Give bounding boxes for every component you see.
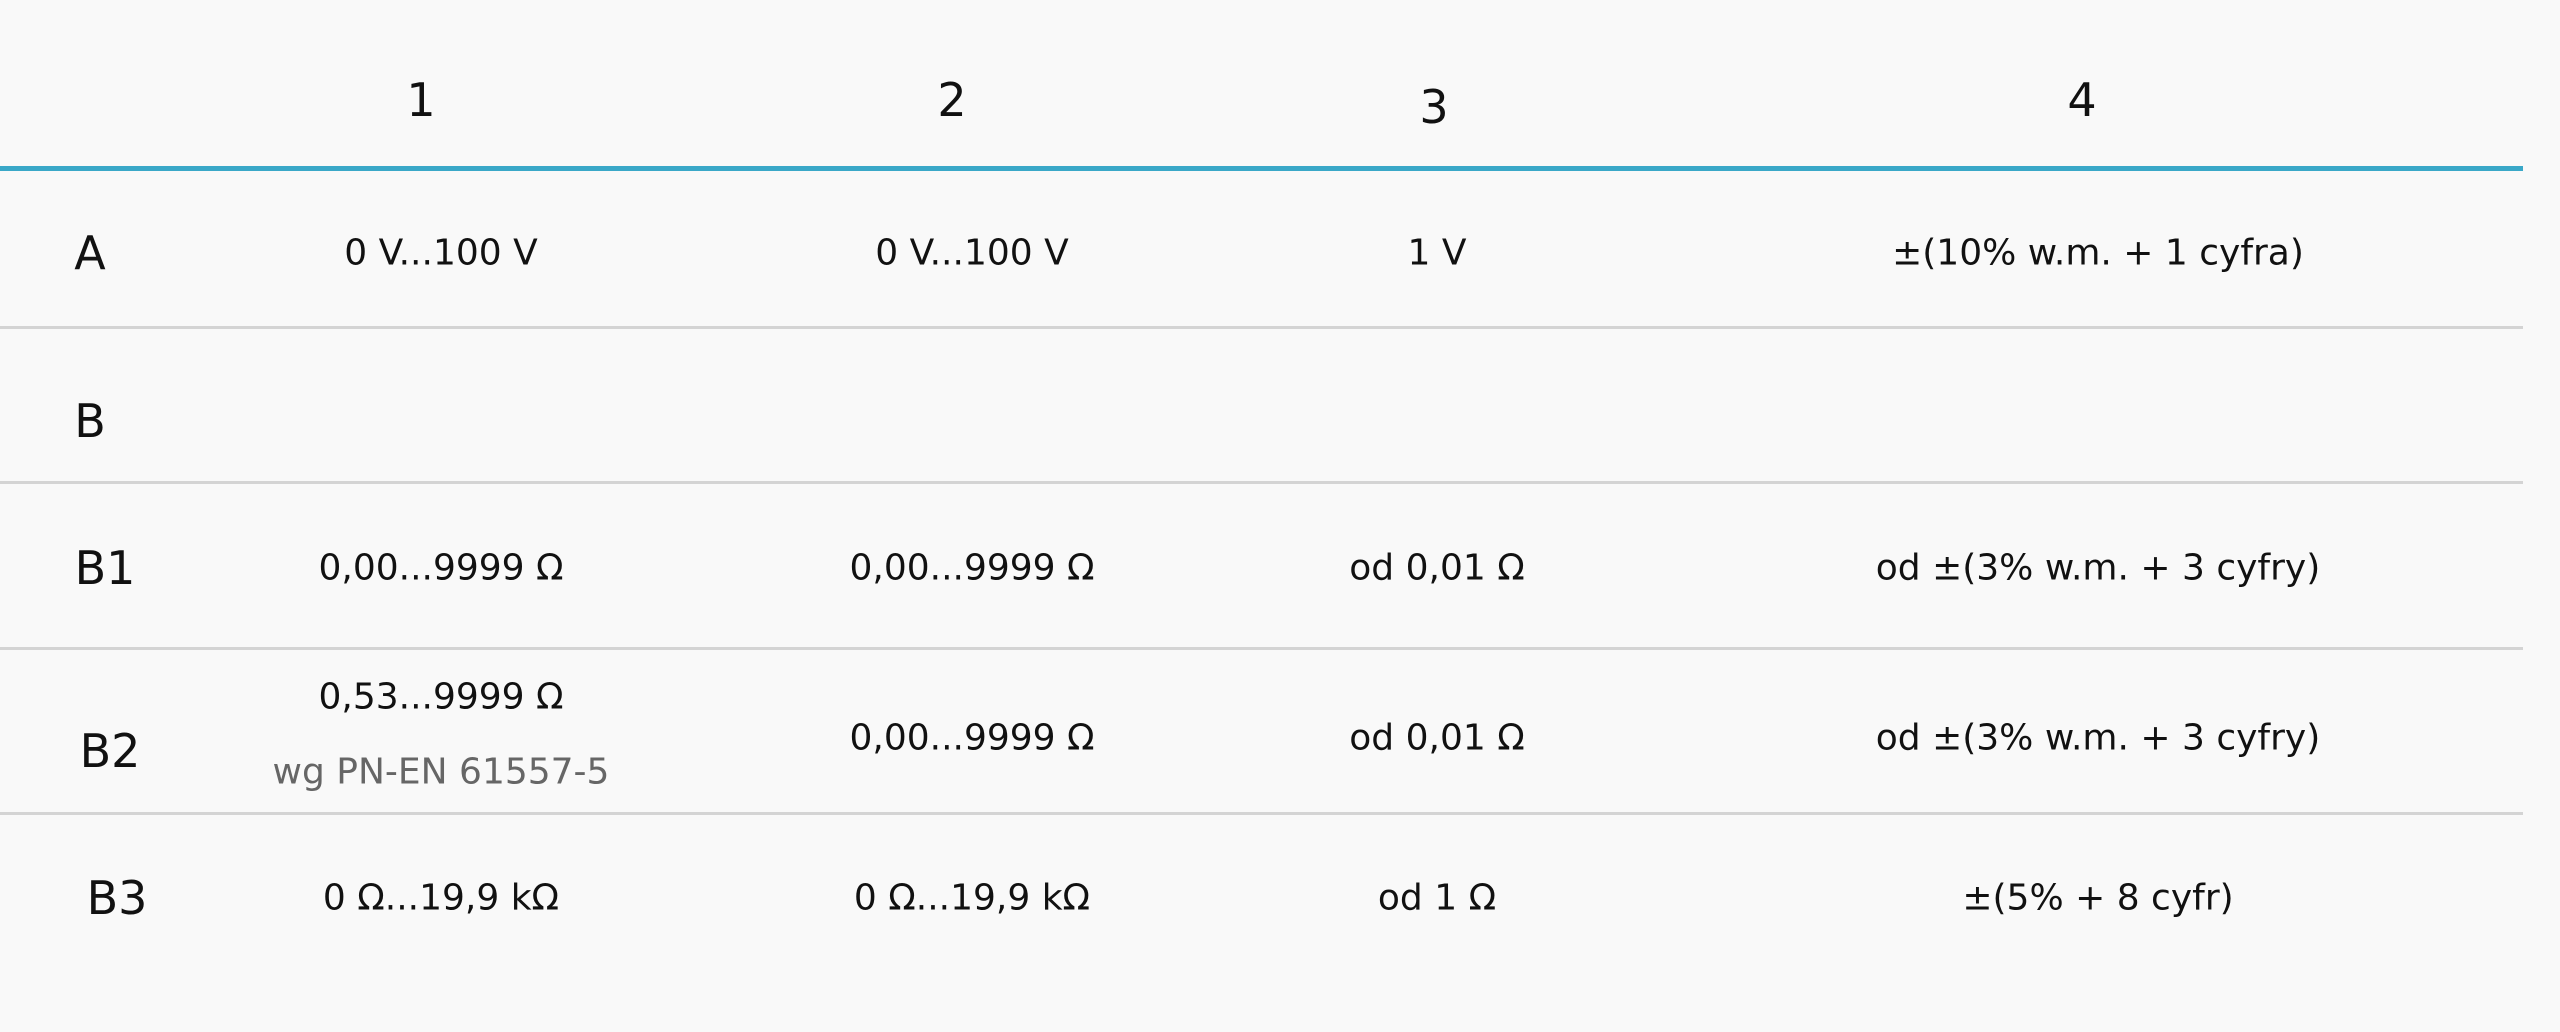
row-rule	[0, 812, 2523, 815]
cell: ±(10% w.m. + 1 cyfra)	[1892, 232, 2304, 274]
cell: od 0,01 Ω	[1349, 717, 1525, 759]
row-label: A	[74, 226, 106, 280]
column-header: 1	[406, 73, 436, 127]
cell: 0,00...9999 Ω	[318, 547, 564, 589]
row-label: B	[74, 394, 106, 448]
cell: od 1 Ω	[1377, 877, 1497, 919]
cell: 0 Ω...19,9 kΩ	[853, 877, 1091, 919]
row-label: B3	[86, 871, 148, 925]
cell: 0 Ω...19,9 kΩ	[322, 877, 560, 919]
row-label: B2	[79, 724, 141, 778]
cell: od ±(3% w.m. + 3 cyfry)	[1875, 717, 2321, 759]
row-label: B1	[74, 541, 136, 595]
cell: 0 V...100 V	[344, 232, 538, 274]
cell: 0 V...100 V	[875, 232, 1069, 274]
column-header: 2	[937, 73, 967, 127]
column-header: 3	[1419, 80, 1449, 134]
cell: 1 V	[1407, 232, 1467, 274]
cell: 0,00...9999 Ω	[849, 717, 1095, 759]
cell: od ±(3% w.m. + 3 cyfry)	[1875, 547, 2321, 589]
row-rule	[0, 326, 2523, 329]
cell: 0,00...9999 Ω	[849, 547, 1095, 589]
cell: od 0,01 Ω	[1349, 547, 1525, 589]
column-header: 4	[2067, 73, 2097, 127]
cell: ±(5% + 8 cyfr)	[1962, 877, 2234, 919]
header-rule	[0, 166, 2523, 171]
row-rule	[0, 481, 2523, 484]
cell-note: wg PN-EN 61557-5	[272, 751, 610, 793]
cell: 0,53...9999 Ω	[318, 676, 564, 718]
row-rule	[0, 647, 2523, 650]
